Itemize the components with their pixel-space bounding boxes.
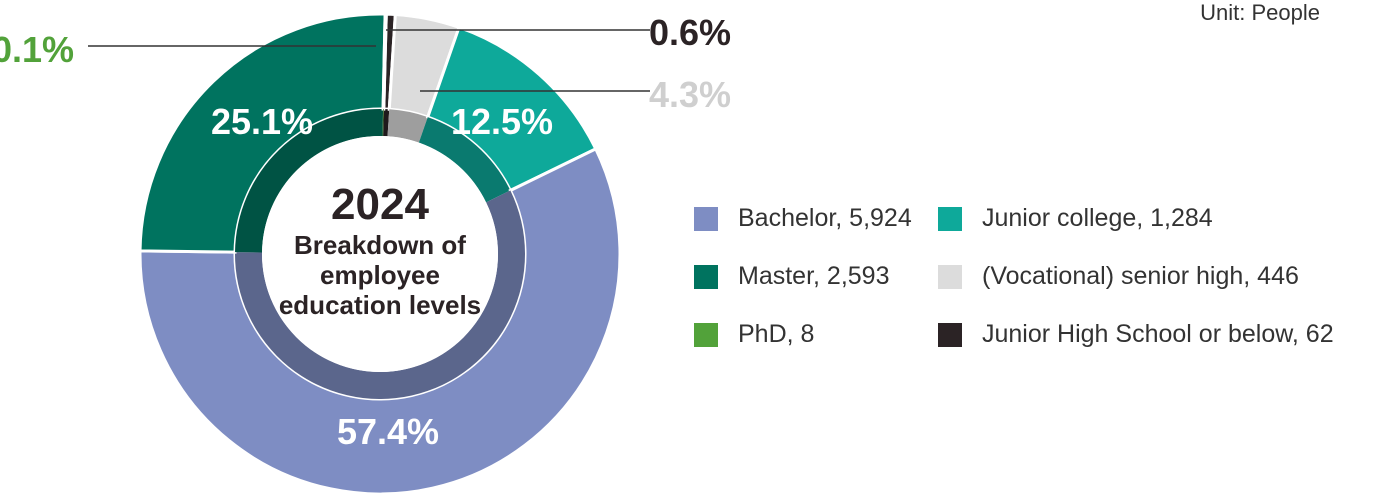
legend-swatch — [938, 264, 962, 289]
legend-swatch — [938, 206, 962, 231]
unit-label: Unit: People — [1200, 0, 1320, 25]
legend-item: Master, 2,593 — [694, 262, 889, 291]
legend-label: Bachelor, 5,924 — [738, 204, 912, 232]
donut-hole — [262, 136, 498, 372]
legend-item: Junior High School or below, 62 — [938, 320, 1334, 349]
center-year: 2024 — [331, 180, 429, 229]
legend-swatch — [694, 206, 718, 231]
legend-label: Junior High School or below, 62 — [982, 320, 1334, 348]
legend-swatch — [694, 264, 718, 289]
slice-inner-junior-high-school-or-below — [383, 109, 390, 137]
legend-label: (Vocational) senior high, 446 — [982, 262, 1299, 290]
data-label-vocational-senior-high: 4.3% — [649, 74, 731, 115]
legend-swatch — [694, 322, 718, 347]
data-label-bachelor: 57.4% — [337, 411, 439, 452]
data-label-phd: 0.1% — [0, 29, 74, 70]
legend-item: Junior college, 1,284 — [938, 204, 1213, 233]
legend-label: Master, 2,593 — [738, 262, 890, 290]
slice-inner-junior-college — [418, 117, 511, 203]
data-label-junior-high-school-or-below: 0.6% — [649, 12, 731, 53]
legend-label: Junior college, 1,284 — [982, 204, 1213, 232]
slice-inner-bachelor — [235, 190, 526, 400]
center-title-line: education levels — [279, 290, 481, 320]
legend-item: Bachelor, 5,924 — [694, 204, 912, 233]
legend-label: PhD, 8 — [738, 320, 815, 348]
center-title-line: employee — [320, 260, 440, 290]
legend-item: PhD, 8 — [694, 320, 814, 349]
data-label-master: 25.1% — [211, 101, 313, 142]
legend-item: (Vocational) senior high, 446 — [938, 262, 1299, 291]
data-label-junior-college: 12.5% — [451, 101, 553, 142]
slice-inner-master — [235, 109, 384, 253]
slice-inner-phd — [382, 109, 384, 137]
legend-swatch — [938, 322, 962, 347]
center-title-line: Breakdown of — [294, 230, 466, 260]
slice-inner-vocational-senior-high — [387, 109, 428, 143]
